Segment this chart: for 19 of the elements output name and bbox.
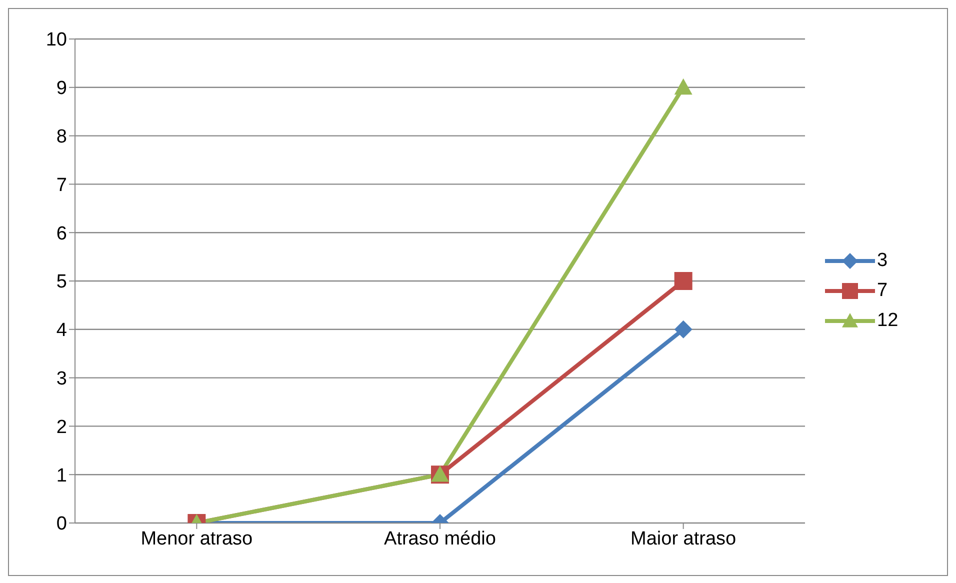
x-tick-label: Maior atraso	[630, 528, 736, 550]
x-tick-label: Atraso médio	[384, 528, 496, 550]
y-tick-label: 4	[56, 320, 68, 342]
legend-label: 7	[877, 280, 888, 302]
y-tick-label: 1	[56, 465, 67, 486]
y-tick-label: 3	[56, 368, 67, 390]
y-tick-label: 0	[56, 514, 67, 535]
x-tick-label: Menor atraso	[140, 528, 253, 550]
y-tick-label: 9	[56, 78, 67, 100]
y-tick-label: 10	[46, 30, 67, 51]
y-tick-label: 2	[56, 416, 67, 438]
legend-label: 12	[877, 310, 898, 332]
y-tick-label: 8	[56, 126, 67, 148]
y-tick-label: 6	[56, 223, 67, 244]
legend-label: 3	[877, 250, 888, 272]
y-tick-label: 5	[56, 272, 67, 293]
y-tick-label: 7	[56, 174, 67, 196]
point	[674, 272, 692, 290]
point	[674, 320, 692, 338]
